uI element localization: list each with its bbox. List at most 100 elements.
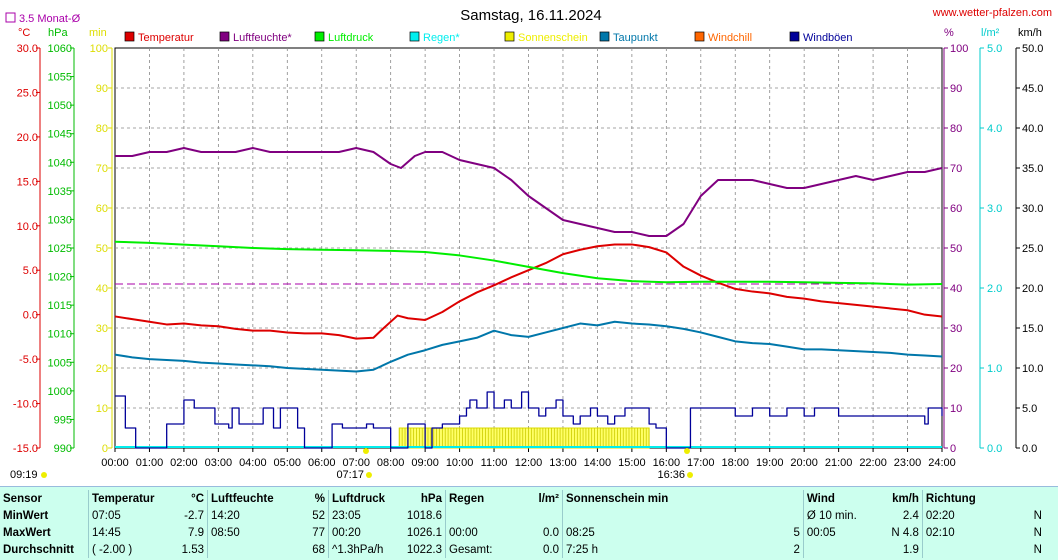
rain-tick-label: 4.0 [987,123,1002,135]
pressure-tick-label: 1030 [48,214,72,226]
humidity-tick-label: 100 [950,43,968,55]
x-tick-label: 19:00 [756,457,784,469]
series-windben [115,391,943,449]
sunshine-tick-label: 20 [96,363,108,375]
sun-time: 7:25 h [561,541,743,558]
pressure-tick-label: 990 [54,443,72,455]
x-tick-label: 03:00 [205,457,233,469]
x-tick-label: 22:00 [859,457,887,469]
press-value: 1018.6 [406,509,442,522]
x-tick-label: 06:00 [308,457,336,469]
hdr-filler [1045,490,1058,507]
rain-tick-label: 1.0 [987,363,1002,375]
temp-time: 14:45 [88,524,165,541]
humidity-tick-label: 50 [950,243,962,255]
rain-time: Gesamt: [445,541,522,558]
temperature-tick-label: 0.0 [23,310,38,322]
humidity-tick-label: 60 [950,203,962,215]
humidity-tick-label: 0 [950,443,956,455]
series-luftdruck [114,240,943,286]
dir-value: N [1033,509,1042,522]
press-time: 00:20 [328,524,397,541]
site-url[interactable]: www.wetter-pfalzen.com [932,7,1052,19]
pressure-tick-label: 1035 [48,186,72,198]
x-tick-label: 11:00 [481,457,508,469]
sunshine-tick-label: 50 [96,243,108,255]
pressure-tick-label: 1000 [48,386,72,398]
x-tick-label: 24:00 [928,457,956,469]
hdr-wind: Wind [802,490,874,507]
sun-value: 2 [793,543,800,556]
x-tick-label: 12:00 [515,457,543,469]
dir-time: 02:10 [921,524,993,541]
stats-panel: Sensor Temperatur °C Luftfeuchte % Luftd… [0,486,1058,560]
sunshine-tick-label: 10 [96,403,108,415]
hum-value: 77 [312,526,325,539]
row-label: Durchschnitt [3,543,74,556]
legend-swatch [599,31,610,42]
unit-rain: l/m² [981,27,1000,39]
pressure-tick-label: 1040 [48,157,72,169]
x-tick-label: 23:00 [894,457,922,469]
press-value: 1022.3 [406,543,442,556]
temperature-tick-label: 15.0 [17,176,38,188]
hum-value: 52 [312,509,325,522]
temp-time: 07:05 [88,507,165,524]
temperature-tick-label: -10.0 [13,399,38,411]
dir-value: N [1033,543,1042,556]
dir-value: N [1033,526,1042,539]
unit-wind: km/h [1018,27,1042,39]
temp-value: 1.53 [181,543,204,556]
hdr-rain-unit: l/m² [538,492,559,505]
wind-time [802,541,874,558]
x-tick-label: 02:00 [170,457,198,469]
stats-table: Sensor Temperatur °C Luftfeuchte % Luftd… [0,490,1058,558]
row-label: MinWert [3,509,49,522]
legend-label: Taupunkt [613,32,658,44]
x-tick-label: 20:00 [790,457,818,469]
temperature-tick-label: 25.0 [17,87,38,99]
sun-markers: 07:17 16:36 09:19 [10,448,694,481]
series-taupunkt [114,320,943,373]
sunshine-tick-label: 80 [96,123,108,135]
unit-pressure: hPa [48,27,68,39]
temperature-tick-label: 30.0 [17,43,38,55]
stats-row-min: MinWert 07:05 -2.7 14:20 52 23:05 1018.6… [0,507,1058,524]
x-tick-label: 09:00 [411,457,439,469]
wind-time: Ø 10 min. [802,507,874,524]
sunshine-tick-label: 90 [96,83,108,95]
legend-swatch [694,31,705,42]
avg-label: 3.5 Monat-Ø [19,13,81,25]
wind-tick-label: 0.0 [1022,443,1037,455]
wind-tick-label: 15.0 [1022,323,1043,335]
press-time: 23:05 [328,507,397,524]
hdr-sensor: Sensor [3,492,42,505]
temperature-tick-label: -15.0 [13,443,38,455]
wind-value: 2.4 [902,509,919,522]
sunshine-tick-label: 60 [96,203,108,215]
x-tick-label: 07:00 [342,457,370,469]
moon-icon [41,472,47,478]
humidity-tick-label: 80 [950,123,962,135]
wind-tick-label: 45.0 [1022,83,1043,95]
pressure-tick-label: 1005 [48,357,72,369]
x-tick-label: 14:00 [584,457,612,469]
wind-tick-label: 30.0 [1022,203,1043,215]
wind-tick-label: 25.0 [1022,243,1043,255]
pressure-tick-label: 1055 [48,72,72,84]
sunshine-tick-label: 30 [96,323,108,335]
unit-sunshine: min [89,27,107,39]
hdr-sunshine: Sonnenschein min [562,490,804,507]
temperature-tick-label: 20.0 [17,132,38,144]
stats-row-avg: Durchschnitt ( -2.00 ) 1.53 68 ^1.3hPa/h… [0,541,1058,558]
wind-tick-label: 10.0 [1022,363,1043,375]
hum-time [207,541,298,558]
legend-label: Windchill [708,32,752,44]
x-tick-label: 15:00 [618,457,646,469]
x-tick-label: 17:00 [687,457,715,469]
hdr-humidity: Luftfeuchte [207,490,298,507]
rain-time: 00:00 [445,524,522,541]
sunset-sun-icon [687,472,694,478]
pressure-tick-label: 1010 [48,329,72,341]
sun-time [561,507,743,524]
